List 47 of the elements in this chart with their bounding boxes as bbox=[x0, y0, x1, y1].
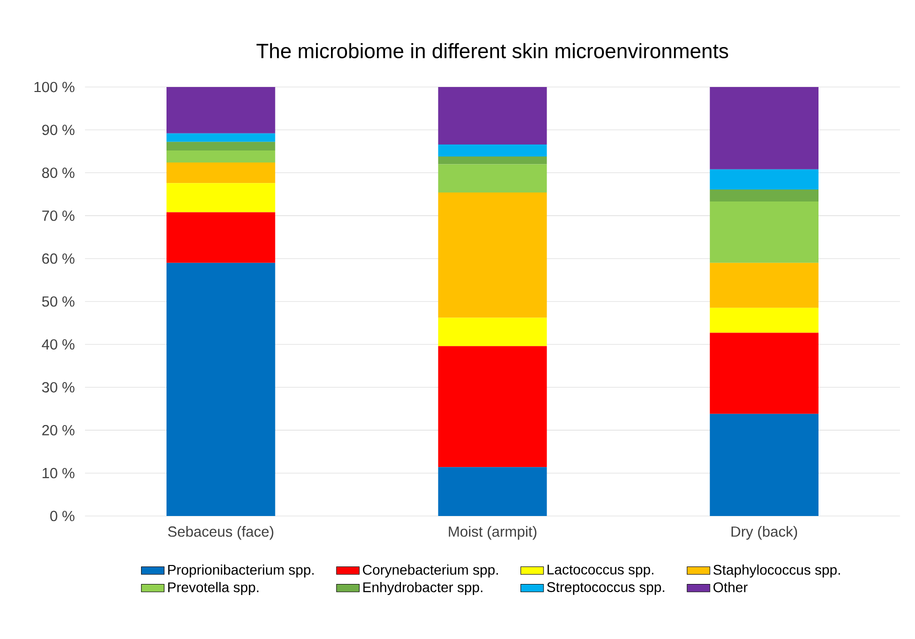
bar bbox=[166, 262, 276, 516]
legend-label: Staphylococcus spp. bbox=[713, 564, 840, 578]
y-tick-label: 70 % bbox=[42, 210, 74, 221]
bar bbox=[710, 414, 818, 516]
y-tick-label: 90 % bbox=[42, 124, 74, 136]
x-tick-label: Moist (armpit) bbox=[448, 526, 536, 540]
bar bbox=[710, 262, 818, 308]
bar bbox=[710, 169, 818, 190]
y-tick-label: 30 % bbox=[42, 382, 74, 392]
bar bbox=[166, 133, 276, 142]
bar bbox=[166, 86, 276, 134]
bar bbox=[710, 190, 818, 202]
bar bbox=[710, 202, 818, 263]
legend-label: Prevotella spp. bbox=[168, 582, 258, 596]
legend-label: Proprionibacterium spp. bbox=[168, 564, 314, 578]
y-tick-label: 40 % bbox=[42, 339, 74, 350]
bar bbox=[710, 308, 818, 333]
bar bbox=[438, 164, 547, 193]
y-tick-label: 50 % bbox=[42, 296, 74, 307]
y-tick-label: 10 % bbox=[42, 468, 74, 478]
legend-label: Lactococcus spp. bbox=[548, 564, 654, 578]
legend-label: Corynebacterium spp. bbox=[362, 564, 498, 578]
y-tick-label: 80 % bbox=[42, 168, 74, 178]
bar bbox=[166, 162, 276, 184]
bar bbox=[438, 467, 547, 516]
legend-label: Other bbox=[713, 582, 748, 592]
bar bbox=[438, 86, 547, 144]
bar bbox=[166, 142, 276, 150]
bar bbox=[438, 144, 547, 156]
bar bbox=[166, 212, 276, 263]
bar bbox=[166, 150, 276, 162]
bar bbox=[710, 86, 818, 170]
bar bbox=[438, 318, 547, 346]
bar bbox=[438, 156, 547, 164]
x-tick-label: Dry (back) bbox=[732, 526, 798, 540]
y-tick-label: 100 % bbox=[34, 82, 74, 92]
y-tick-label: 20 % bbox=[42, 425, 74, 436]
bar bbox=[438, 346, 547, 468]
chart-title: The microbiome in different skin microenvironments bbox=[256, 43, 728, 58]
bar bbox=[710, 332, 818, 414]
y-tick-label: 0 % bbox=[50, 510, 74, 522]
bar bbox=[166, 183, 276, 212]
legend-label: Streptococcus spp. bbox=[547, 582, 664, 595]
x-tick-label: Sebaceus (face) bbox=[168, 526, 274, 540]
bar bbox=[438, 192, 547, 318]
y-tick-label: 60 % bbox=[42, 253, 74, 264]
legend-label: Enhydrobacter spp. bbox=[363, 582, 482, 596]
